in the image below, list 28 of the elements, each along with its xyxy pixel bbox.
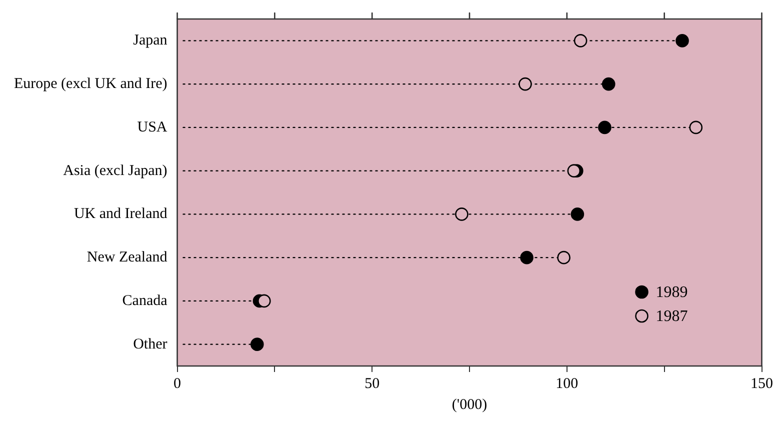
point bbox=[250, 338, 264, 351]
y-tick-label: Canada bbox=[122, 292, 168, 309]
x-tick-label: 50 bbox=[364, 376, 380, 392]
point bbox=[689, 120, 703, 134]
x-tick-label: 150 bbox=[750, 376, 773, 392]
x-axis-title: ('000) bbox=[452, 396, 488, 413]
point bbox=[518, 77, 532, 91]
point bbox=[520, 250, 534, 264]
point bbox=[567, 164, 581, 178]
point bbox=[570, 208, 584, 221]
point bbox=[676, 34, 689, 48]
y-tick-label: Europe (excl UK and Ire) bbox=[14, 76, 168, 92]
legend-label: 1989 bbox=[656, 284, 688, 302]
point bbox=[557, 250, 570, 264]
point bbox=[598, 120, 612, 134]
y-tick-label: Asia (excl Japan) bbox=[63, 162, 168, 179]
x-tick-label: 100 bbox=[556, 376, 578, 392]
y-tick-label: UK and Ireland bbox=[74, 206, 168, 222]
legend-label: 1987 bbox=[656, 308, 688, 326]
y-tick-label: New Zealand bbox=[86, 250, 168, 266]
y-tick-label: Japan bbox=[133, 32, 168, 49]
y-tick-label: USA bbox=[137, 119, 168, 136]
x-tick-label: 0 bbox=[174, 376, 182, 392]
point bbox=[574, 34, 588, 48]
point bbox=[602, 77, 616, 91]
point bbox=[258, 294, 271, 308]
point bbox=[455, 208, 468, 221]
y-tick-label: Other bbox=[133, 336, 168, 352]
